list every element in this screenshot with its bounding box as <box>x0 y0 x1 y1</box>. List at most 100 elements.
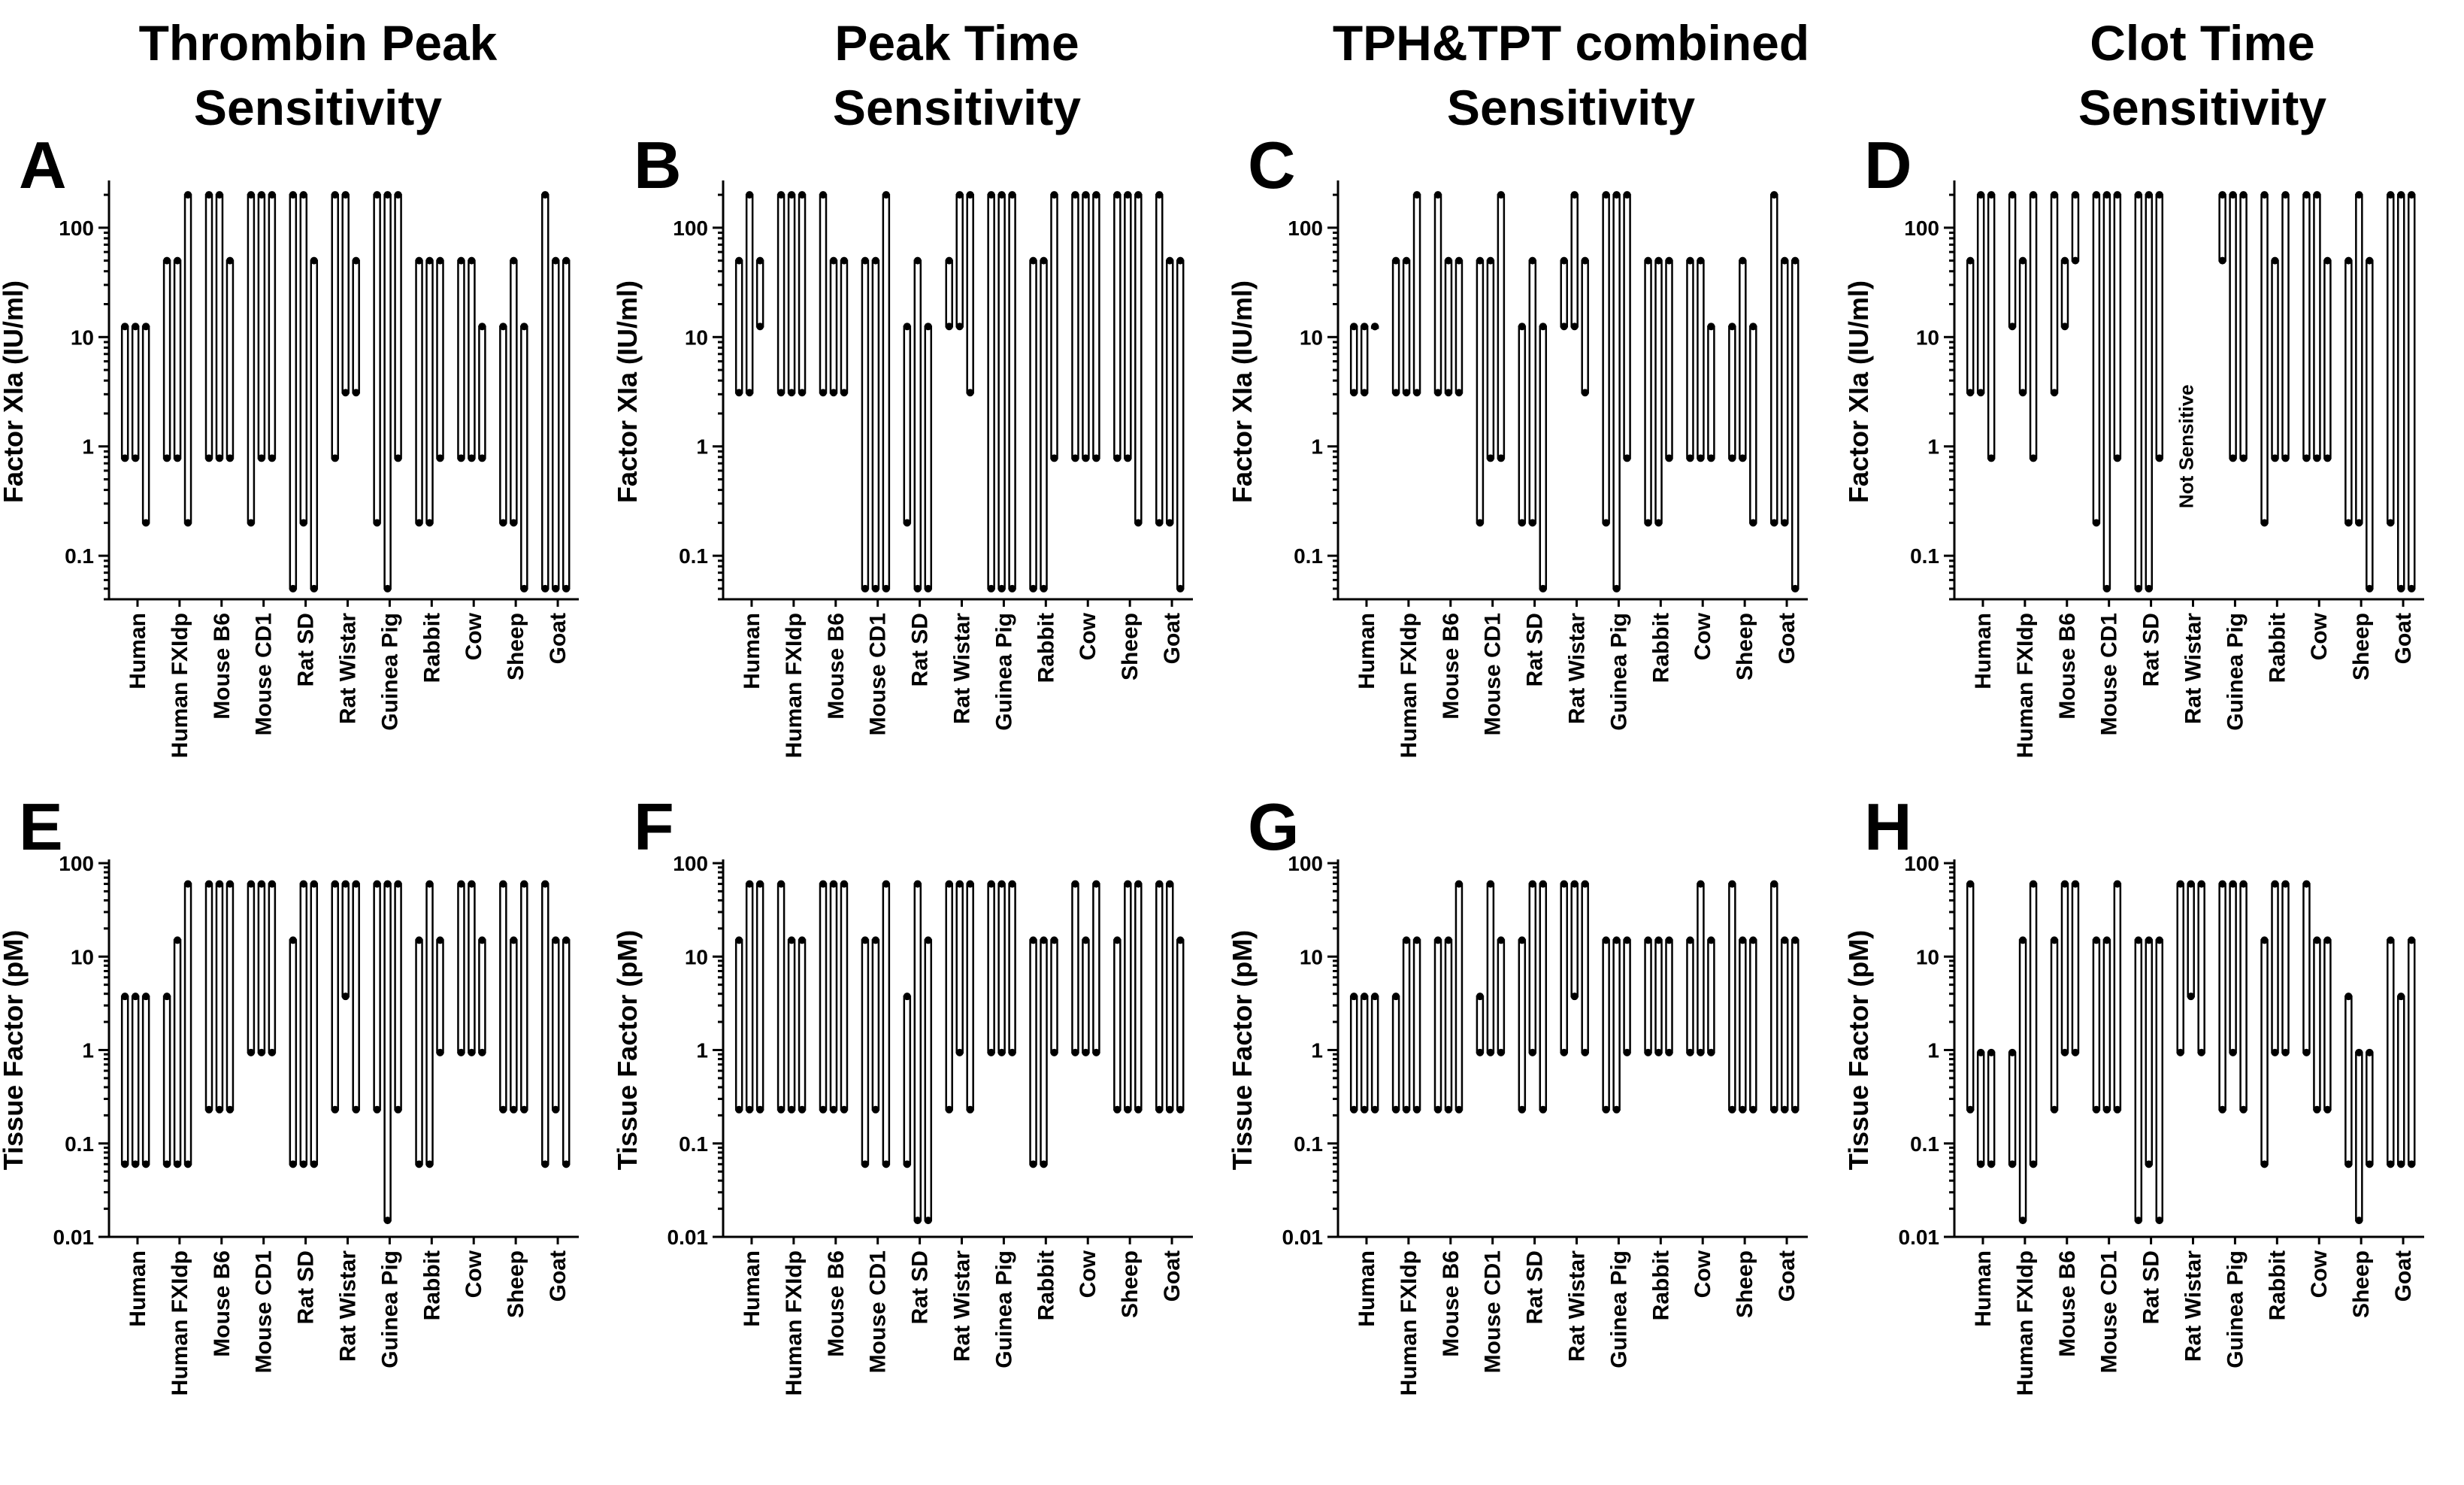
range-max-point <box>1602 936 1610 944</box>
range-bar <box>776 883 786 1111</box>
x-category-label: Goat <box>1775 1250 1800 1302</box>
range-min-point <box>2019 1217 2027 1225</box>
range-min-point <box>425 1160 434 1168</box>
range-bar <box>1082 193 1090 459</box>
range-max-point <box>394 191 402 199</box>
range-bar <box>289 939 298 1165</box>
range-max-point <box>788 936 796 944</box>
range-bar <box>1008 193 1016 590</box>
range-max-point <box>756 256 764 265</box>
range-min-point <box>1071 1048 1079 1056</box>
range-max-point <box>2019 936 2027 944</box>
range-min-point <box>1518 519 1526 527</box>
range-bar <box>987 883 995 1054</box>
range-max-point <box>1476 256 1484 265</box>
range-max-point <box>861 936 869 944</box>
range-bar <box>562 939 571 1165</box>
range-max-point <box>1570 191 1579 199</box>
range-max-point <box>1113 191 1122 199</box>
range-min-point <box>2145 1160 2153 1168</box>
range-min-point <box>142 519 150 527</box>
y-tick-label: 0.1 <box>679 544 708 568</box>
range-min-point <box>226 454 234 462</box>
range-bar <box>2397 193 2405 590</box>
range-max-point <box>924 323 932 331</box>
range-max-point <box>394 880 402 888</box>
range-min-point <box>861 1160 869 1168</box>
range-min-point <box>268 454 276 462</box>
y-tick-label: 10 <box>685 945 708 968</box>
range-bar <box>268 193 277 459</box>
range-max-point <box>1040 936 1048 944</box>
range-min-point <box>1050 1048 1058 1056</box>
y-tick-label: 10 <box>71 326 94 349</box>
x-category-label: Rabbit <box>419 613 444 683</box>
range-bar <box>1391 259 1400 394</box>
x-category-label: Cow <box>2307 612 2332 660</box>
range-max-point <box>1092 191 1100 199</box>
range-bar <box>2366 1051 2374 1165</box>
range-bar <box>1728 325 1736 459</box>
range-max-point <box>2344 993 2353 1001</box>
range-bar <box>131 325 140 459</box>
range-max-point <box>562 256 571 265</box>
range-max-point <box>436 936 444 944</box>
range-max-point <box>1612 191 1621 199</box>
range-max-point <box>1518 936 1526 944</box>
range-bar <box>945 259 953 328</box>
range-min-point <box>788 1105 796 1114</box>
y-axis-label: Tissue Factor (pM) <box>612 930 643 1170</box>
range-min-point <box>1134 1105 1143 1114</box>
x-category-label: Rat SD <box>294 1250 319 1324</box>
range-bar <box>1050 939 1058 1054</box>
range-max-point <box>268 880 276 888</box>
y-tick-label: 100 <box>1288 852 1323 875</box>
range-bar <box>1560 883 1568 1054</box>
range-max-point <box>2187 880 2195 888</box>
range-bar <box>2113 193 2122 459</box>
range-bar <box>1433 193 1442 394</box>
range-bar <box>247 883 256 1054</box>
range-min-point <box>310 584 318 592</box>
range-min-point <box>1739 1105 1747 1114</box>
panel-letter-E: E <box>19 789 63 864</box>
y-tick-label: 0.1 <box>1910 1132 1939 1156</box>
range-min-point <box>1644 519 1652 527</box>
range-min-point <box>205 1105 213 1114</box>
x-category-label: Rat SD <box>2139 613 2164 686</box>
range-max-point <box>373 191 381 199</box>
y-tick-label: 0.1 <box>1294 544 1323 568</box>
range-min-point <box>924 1217 932 1225</box>
range-bar <box>1486 259 1495 459</box>
range-max-point <box>1166 880 1174 888</box>
range-bar <box>1497 193 1506 459</box>
range-min-point <box>1071 454 1079 462</box>
range-min-point <box>1029 584 1037 592</box>
range-bar <box>425 883 434 1165</box>
range-max-point <box>541 191 549 199</box>
range-min-point <box>383 1217 392 1225</box>
x-category-label: Rabbit <box>1648 613 1673 683</box>
range-bar <box>1155 193 1164 524</box>
range-max-point <box>2176 880 2184 888</box>
range-min-point <box>2271 454 2279 462</box>
range-max-point <box>2060 256 2069 265</box>
range-bar <box>1654 259 1663 524</box>
range-min-point <box>1444 1105 1452 1114</box>
range-max-point <box>756 880 764 888</box>
range-max-point <box>425 880 434 888</box>
range-bar <box>457 883 465 1054</box>
y-tick-label: 100 <box>59 217 94 240</box>
range-max-point <box>1497 936 1505 944</box>
range-bar <box>2018 939 2027 1222</box>
range-bar <box>2071 193 2080 262</box>
x-category-label: Mouse B6 <box>1439 1250 1464 1357</box>
range-bar <box>436 939 444 1054</box>
y-tick-label: 10 <box>71 945 94 968</box>
range-max-point <box>310 880 318 888</box>
panel-letter-D: D <box>1864 128 1912 202</box>
x-category-label: Human FXIdp <box>2013 613 2038 758</box>
range-max-point <box>1739 256 1747 265</box>
panel-letter-G: G <box>1248 789 1299 864</box>
x-category-label: Human <box>126 613 150 689</box>
